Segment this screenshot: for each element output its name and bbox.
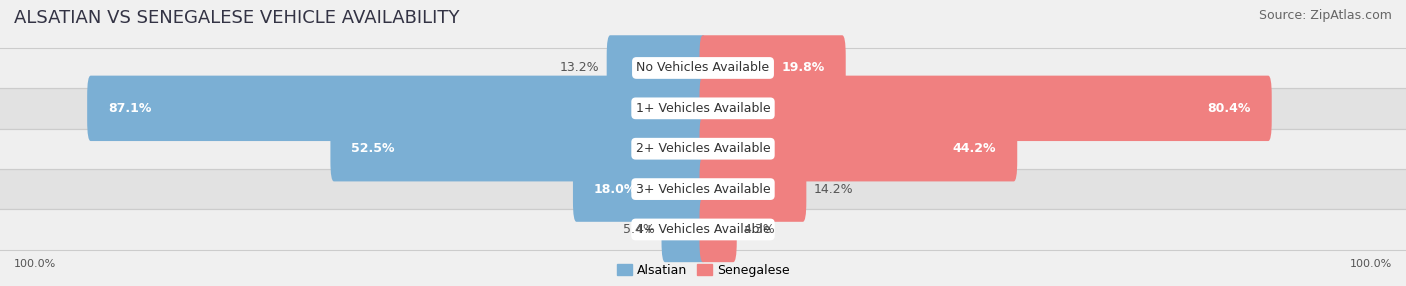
Bar <box>0 88 1406 128</box>
Text: 2+ Vehicles Available: 2+ Vehicles Available <box>636 142 770 155</box>
Text: No Vehicles Available: No Vehicles Available <box>637 61 769 74</box>
Text: 44.2%: 44.2% <box>953 142 997 155</box>
Text: 100.0%: 100.0% <box>1350 259 1392 269</box>
FancyBboxPatch shape <box>700 76 1272 141</box>
Text: 4+ Vehicles Available: 4+ Vehicles Available <box>636 223 770 236</box>
FancyBboxPatch shape <box>87 76 707 141</box>
FancyBboxPatch shape <box>700 116 1018 181</box>
Bar <box>0 48 1406 88</box>
Text: 13.2%: 13.2% <box>560 61 599 74</box>
Text: 3+ Vehicles Available: 3+ Vehicles Available <box>636 182 770 196</box>
Bar <box>0 128 1406 169</box>
Text: 100.0%: 100.0% <box>14 259 56 269</box>
FancyBboxPatch shape <box>574 156 707 222</box>
FancyBboxPatch shape <box>700 197 737 262</box>
Text: Source: ZipAtlas.com: Source: ZipAtlas.com <box>1258 9 1392 21</box>
FancyBboxPatch shape <box>330 116 707 181</box>
Text: 19.8%: 19.8% <box>782 61 824 74</box>
FancyBboxPatch shape <box>662 197 707 262</box>
Text: 18.0%: 18.0% <box>593 182 637 196</box>
Text: 5.4%: 5.4% <box>623 223 654 236</box>
Bar <box>0 169 1406 209</box>
Text: 14.2%: 14.2% <box>813 182 853 196</box>
Text: 52.5%: 52.5% <box>352 142 395 155</box>
FancyBboxPatch shape <box>700 35 846 101</box>
Text: 87.1%: 87.1% <box>108 102 152 115</box>
Text: 4.3%: 4.3% <box>744 223 776 236</box>
Bar <box>0 209 1406 250</box>
FancyBboxPatch shape <box>700 156 807 222</box>
Legend: Alsatian, Senegalese: Alsatian, Senegalese <box>617 264 789 277</box>
Text: 80.4%: 80.4% <box>1208 102 1251 115</box>
Text: ALSATIAN VS SENEGALESE VEHICLE AVAILABILITY: ALSATIAN VS SENEGALESE VEHICLE AVAILABIL… <box>14 9 460 27</box>
Text: 1+ Vehicles Available: 1+ Vehicles Available <box>636 102 770 115</box>
FancyBboxPatch shape <box>607 35 707 101</box>
